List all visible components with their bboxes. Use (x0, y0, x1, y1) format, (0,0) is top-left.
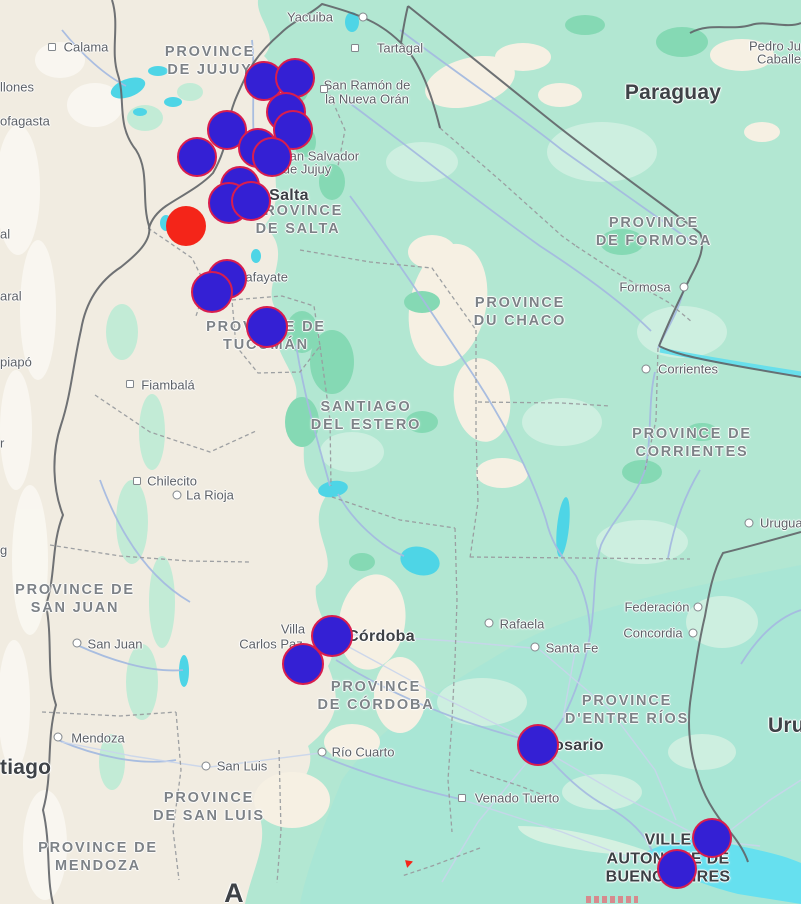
clipped-pink-label (586, 896, 638, 903)
data-marker-blue[interactable] (282, 643, 324, 685)
data-marker-blue[interactable] (692, 818, 732, 858)
town-label: San Ramón de la Nueva Orán (323, 77, 411, 106)
data-marker-blue[interactable] (177, 137, 217, 177)
data-marker-blue[interactable] (246, 306, 288, 348)
town-label: Villa (280, 621, 306, 637)
town-label: de Jujuy (282, 161, 332, 177)
town-marker (358, 12, 368, 22)
city-label: Salta (269, 186, 309, 204)
town-label: Urugua (760, 515, 801, 531)
town-label: Yacuiba (286, 9, 334, 25)
town-label: Formosa (619, 279, 671, 295)
town-marker (688, 628, 698, 638)
edge-label-fragment: llones (0, 79, 34, 95)
town-marker (201, 761, 211, 771)
province-label: PROVINCE DE SAN JUAN (15, 582, 135, 616)
town-label: La Rioja (186, 487, 234, 503)
data-marker-blue[interactable] (191, 271, 233, 313)
edge-label-fragment: ofagasta (0, 113, 50, 129)
rivers (57, 29, 801, 852)
province-label: PROVINCE DE JUJUY (164, 44, 256, 78)
country-label: A (224, 878, 244, 904)
valley-vegetation-strips (99, 83, 203, 790)
town-marker (48, 43, 56, 51)
country-label: Uru (768, 714, 801, 737)
town-label: Chilecito (147, 473, 197, 489)
town-marker (744, 518, 754, 528)
province-label: PROVINCE DE CÓRDOBA (317, 679, 435, 713)
town-label: Corrientes (658, 361, 718, 377)
data-marker-red[interactable] (166, 206, 206, 246)
data-marker-blue[interactable] (231, 181, 271, 221)
country-label: Paraguay (624, 81, 722, 104)
town-marker (351, 44, 359, 52)
city-label: Córdoba (347, 627, 415, 645)
province-label: PROVINCE DE MENDOZA (38, 840, 158, 874)
country-label: tiago (0, 756, 52, 779)
andes-snow-patches (0, 42, 123, 900)
town-label: Venado Tuerto (474, 790, 560, 806)
town-marker (72, 638, 82, 648)
town-label: Caballe (757, 51, 801, 67)
town-marker (133, 477, 141, 485)
town-label: San Luis (216, 758, 268, 774)
town-label: San Salvador (280, 148, 360, 164)
edge-label-fragment: piapó (0, 354, 32, 370)
data-marker-blue[interactable] (252, 137, 292, 177)
province-label: PROVINCE DE FORMOSA (595, 215, 713, 249)
edge-label-fragment: aral (0, 288, 22, 304)
town-marker (317, 747, 327, 757)
data-marker-blue[interactable] (517, 724, 559, 766)
data-marker-blue[interactable] (275, 58, 315, 98)
town-marker (320, 85, 328, 93)
data-marker-blue[interactable] (657, 849, 697, 889)
province-label: PROVINCE D'ENTRE RÍOS (564, 693, 690, 727)
province-label: PROVINCE DE CORRIENTES (632, 426, 752, 460)
town-marker (53, 732, 63, 742)
edge-label-fragment: al (0, 226, 11, 242)
town-label: Concordia (623, 625, 683, 641)
town-label: Federación (624, 599, 690, 615)
province-label: PROVINCE DU CHACO (473, 295, 567, 329)
light-vegetation-patches (320, 122, 758, 810)
town-marker (484, 618, 494, 628)
edge-label-fragment: r (0, 435, 5, 451)
town-label: Río Cuarto (331, 744, 395, 760)
town-marker (126, 380, 134, 388)
province-label: PROVINCE DE SALTA (252, 203, 344, 237)
town-label: Tartagal (376, 40, 424, 56)
province-label: PROVINCE DE SAN LUIS (153, 790, 265, 824)
town-label: Pedro Ju (749, 38, 801, 54)
town-label: Santa Fe (545, 640, 599, 656)
roads (61, 633, 801, 883)
dry-patches (254, 39, 780, 828)
town-marker (530, 642, 540, 652)
town-marker (458, 794, 466, 802)
town-label: Calama (63, 39, 109, 55)
town-label: Mendoza (71, 730, 125, 746)
town-label: Cafayate (235, 269, 289, 285)
town-marker (641, 364, 651, 374)
town-marker (172, 490, 182, 500)
edge-label-fragment: g (0, 542, 8, 558)
town-label: Fiambalá (141, 377, 195, 393)
town-label: Carlos Paz (239, 636, 303, 652)
province-label: SANTIAGO DEL ESTERO (310, 399, 422, 433)
town-label: San Juan (87, 636, 143, 652)
town-marker (679, 282, 689, 292)
town-label: Rafaela (499, 616, 545, 632)
town-marker (693, 602, 703, 612)
